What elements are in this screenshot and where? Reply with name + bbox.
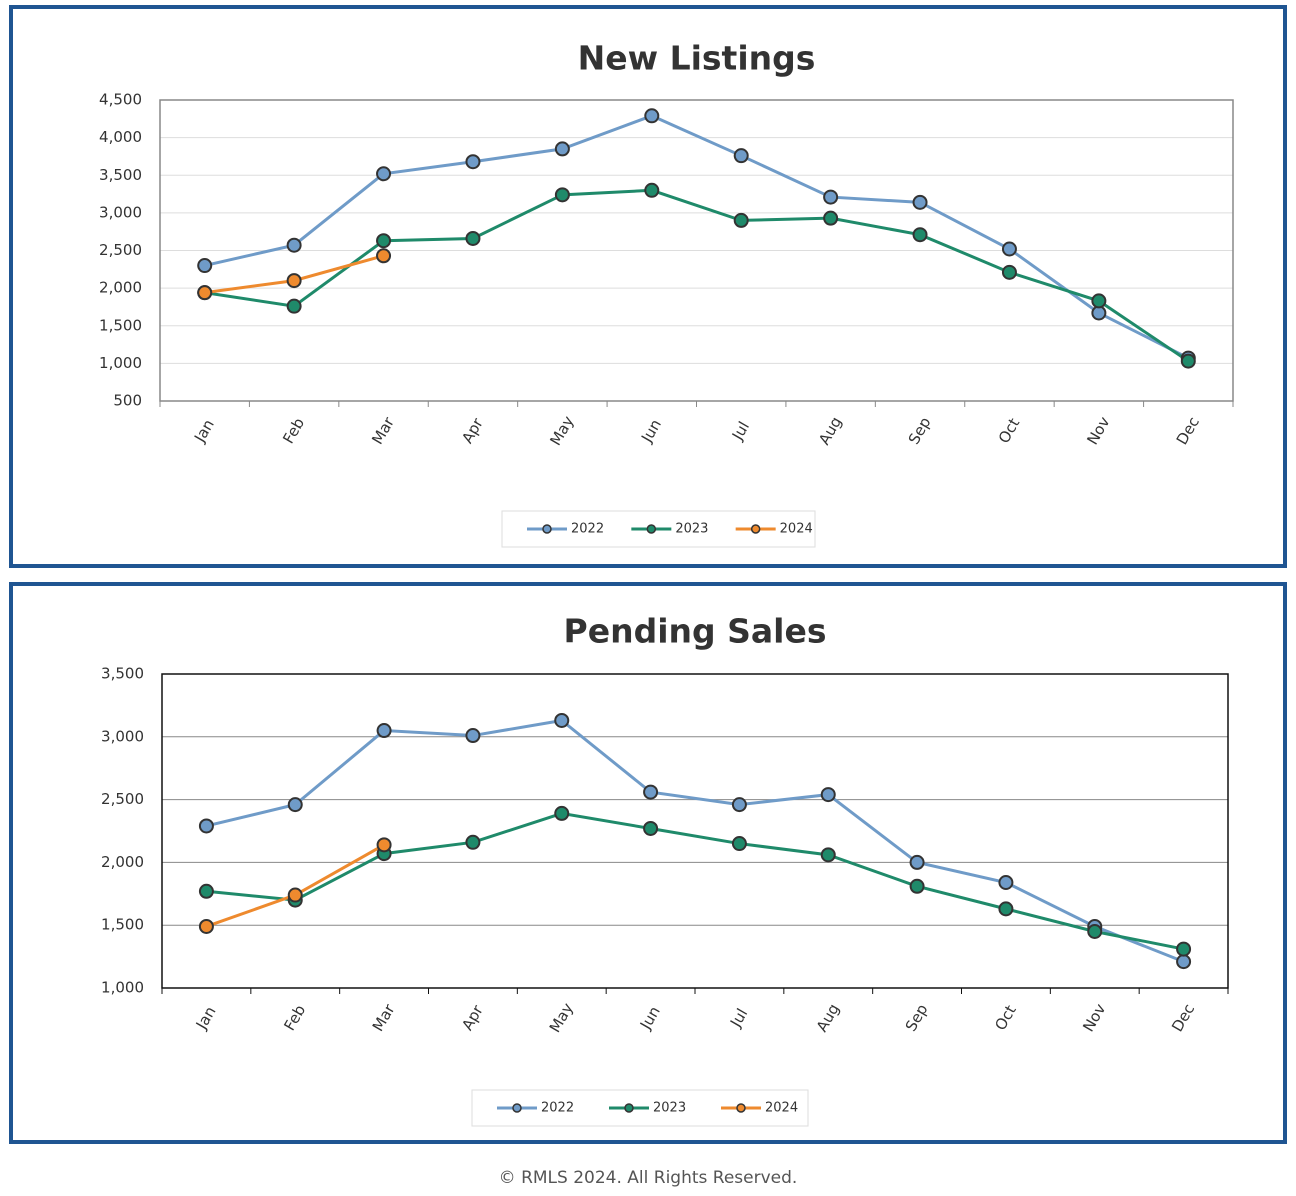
marker	[1091, 293, 1107, 309]
marker	[376, 723, 392, 739]
marker	[376, 837, 392, 853]
marker	[286, 237, 302, 253]
y-tick-label: 2,500	[101, 790, 144, 808]
y-tick-label: 2,000	[101, 853, 144, 871]
marker	[1180, 353, 1196, 369]
marker	[1176, 954, 1192, 970]
legend-marker	[646, 524, 657, 534]
marker	[198, 883, 214, 899]
marker	[198, 818, 214, 834]
marker	[909, 854, 925, 870]
marker	[465, 728, 481, 744]
marker	[733, 212, 749, 228]
marker	[643, 784, 659, 800]
marker	[1001, 241, 1017, 257]
marker	[998, 874, 1014, 890]
marker	[554, 712, 570, 728]
marker	[733, 148, 749, 164]
marker	[286, 298, 302, 314]
marker	[823, 189, 839, 205]
line	[204, 114, 1189, 360]
marker	[376, 166, 392, 182]
marker	[731, 836, 747, 852]
marker	[198, 918, 214, 934]
marker	[376, 248, 392, 264]
marker	[820, 847, 836, 863]
marker	[197, 285, 213, 301]
legend-marker	[542, 524, 552, 534]
plot-area	[162, 674, 1228, 988]
y-tick-label: 3,000	[99, 203, 142, 221]
marker	[287, 797, 303, 813]
marker	[820, 787, 836, 803]
marker	[643, 820, 659, 836]
footer: © RMLS 2024. All Rights Reserved.	[499, 1168, 798, 1188]
y-tick-label: 1,000	[99, 354, 142, 372]
legend-label: 2023	[675, 522, 708, 537]
marker	[554, 805, 570, 821]
y-tick-label: 3,500	[99, 166, 142, 184]
y-tick-label: 1,500	[99, 316, 142, 334]
marker	[554, 187, 570, 203]
legend-label: 2024	[765, 1101, 798, 1116]
legend-label: 2022	[571, 522, 604, 537]
marker	[465, 154, 481, 170]
marker	[1001, 264, 1017, 280]
marker	[1087, 923, 1103, 939]
marker	[465, 230, 481, 246]
y-tick-label: 4,000	[99, 128, 142, 146]
legend-label: 2022	[541, 1101, 574, 1116]
marker	[912, 194, 928, 210]
marker	[197, 258, 213, 274]
line	[206, 811, 1184, 951]
marker	[376, 233, 392, 249]
y-tick-label: 1,000	[101, 979, 144, 997]
legend-marker	[624, 1103, 634, 1113]
marker	[998, 901, 1014, 917]
y-tick-label: 2,000	[99, 279, 142, 297]
marker	[1176, 941, 1192, 957]
marker	[287, 887, 303, 903]
y-tick-label: 500	[113, 392, 142, 410]
legend-label: 2023	[653, 1101, 686, 1116]
marker	[554, 141, 570, 157]
marker	[286, 273, 302, 289]
y-tick-label: 3,500	[101, 665, 144, 683]
legend-marker	[512, 1103, 522, 1113]
y-tick-label: 3,000	[101, 727, 144, 745]
legend-label: 2024	[780, 522, 813, 537]
marker	[909, 878, 925, 894]
y-tick-label: 2,500	[99, 241, 142, 259]
marker	[644, 182, 660, 198]
y-tick-label: 4,500	[99, 91, 142, 109]
legend-marker	[736, 1103, 746, 1113]
marker	[644, 108, 660, 124]
y-tick-label: 1,500	[101, 916, 144, 934]
marker	[465, 834, 481, 850]
marker	[823, 210, 839, 226]
chart-title: New Listings	[578, 39, 816, 78]
marker	[912, 227, 928, 243]
legend-marker	[750, 524, 761, 534]
line	[204, 188, 1190, 363]
line	[206, 718, 1185, 964]
chart-title: Pending Sales	[564, 612, 827, 651]
marker	[731, 797, 747, 813]
